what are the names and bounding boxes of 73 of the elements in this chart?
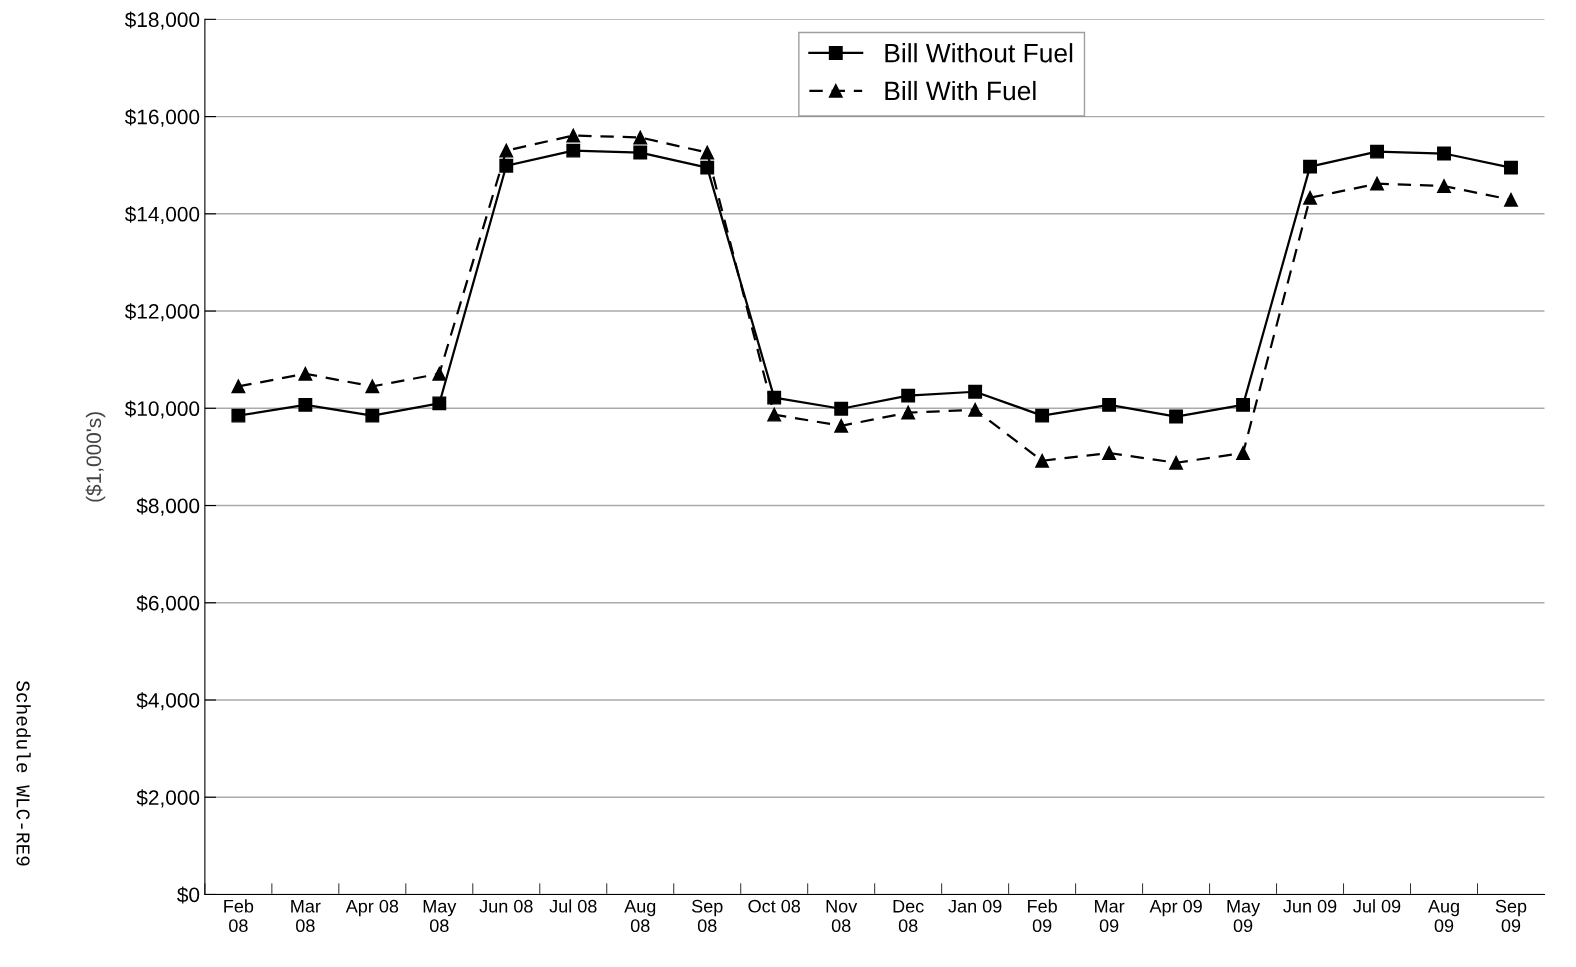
x-tick-label: May 09 xyxy=(1227,900,1261,933)
point xyxy=(432,396,447,411)
x-tick-label: Dec 08 xyxy=(893,900,924,933)
point xyxy=(1169,409,1184,424)
y-tick-label: $18,000 xyxy=(124,11,200,30)
x-tick-label: Jun 08 xyxy=(479,899,533,913)
point xyxy=(968,384,983,399)
x-tick-label: Aug 08 xyxy=(624,900,656,933)
y-tick-label: $12,000 xyxy=(124,303,200,322)
y-tick-label: $0 xyxy=(177,886,200,904)
x-tick-label: Sep 09 xyxy=(1495,899,1527,933)
point xyxy=(1169,455,1184,470)
point xyxy=(1303,190,1317,205)
x-tick-label: Feb 09 xyxy=(1028,899,1057,933)
point xyxy=(1102,446,1117,460)
point xyxy=(432,366,447,381)
point xyxy=(901,405,916,420)
point xyxy=(499,158,514,173)
point xyxy=(1236,397,1251,412)
point xyxy=(298,397,313,412)
legend-label: Bill With Fuel xyxy=(885,80,1036,101)
point xyxy=(566,143,581,158)
x-tick-label: Apr 08 xyxy=(345,899,399,917)
point xyxy=(499,143,514,158)
point xyxy=(700,160,715,175)
x-tick-label: May 08 xyxy=(423,900,457,933)
point xyxy=(365,379,380,394)
x-tick-label: Jul 09 xyxy=(1353,899,1401,913)
point xyxy=(1370,176,1384,191)
point xyxy=(834,401,849,416)
y-tick-label: $6,000 xyxy=(136,594,200,613)
point xyxy=(1035,453,1050,468)
point xyxy=(1437,179,1451,194)
x-tick-label: Jun 09 xyxy=(1283,899,1337,913)
point xyxy=(1102,397,1117,412)
x-tick-label: Nov 08 xyxy=(826,900,858,933)
legend-label: Bill Without Fuel xyxy=(885,43,1073,63)
point xyxy=(1504,160,1518,175)
point xyxy=(231,379,246,394)
y-tick-label: $4,000 xyxy=(136,692,200,711)
x-tick-label: Sep 08 xyxy=(691,899,723,933)
point xyxy=(298,366,313,381)
y-axis-title: ($1,000's) xyxy=(85,412,106,502)
y-tick-label: $16,000 xyxy=(124,108,200,127)
point xyxy=(633,145,648,160)
point xyxy=(1035,408,1050,423)
point xyxy=(901,388,916,403)
x-tick-label: Feb 08 xyxy=(224,899,254,933)
y-tick-label: $2,000 xyxy=(136,789,200,808)
point xyxy=(1370,144,1384,159)
x-tick-label: Aug 09 xyxy=(1427,900,1459,933)
y-tick-label: $10,000 xyxy=(124,400,200,419)
point xyxy=(968,402,983,417)
point xyxy=(1303,159,1317,174)
point xyxy=(767,407,782,422)
y-tick-label: $14,000 xyxy=(124,205,200,225)
point xyxy=(1437,146,1451,161)
point xyxy=(834,418,849,433)
text: Schedule WLC-RE9 xyxy=(16,680,31,866)
x-tick-label: Mar 09 xyxy=(1095,900,1125,933)
x-tick-label: Jul 08 xyxy=(549,899,597,913)
x-tick-label: Oct 08 xyxy=(748,899,801,913)
x-tick-label: Mar 08 xyxy=(291,900,321,933)
point xyxy=(633,130,648,145)
point xyxy=(566,128,581,143)
y-tick-label: $8,000 xyxy=(136,497,200,516)
x-tick-label: Jan 09 xyxy=(948,899,1002,913)
x-tick-label: Apr 09 xyxy=(1149,899,1202,917)
point xyxy=(365,408,380,423)
point xyxy=(1236,446,1251,460)
point xyxy=(1504,192,1518,207)
point xyxy=(231,408,246,423)
point xyxy=(700,145,715,160)
